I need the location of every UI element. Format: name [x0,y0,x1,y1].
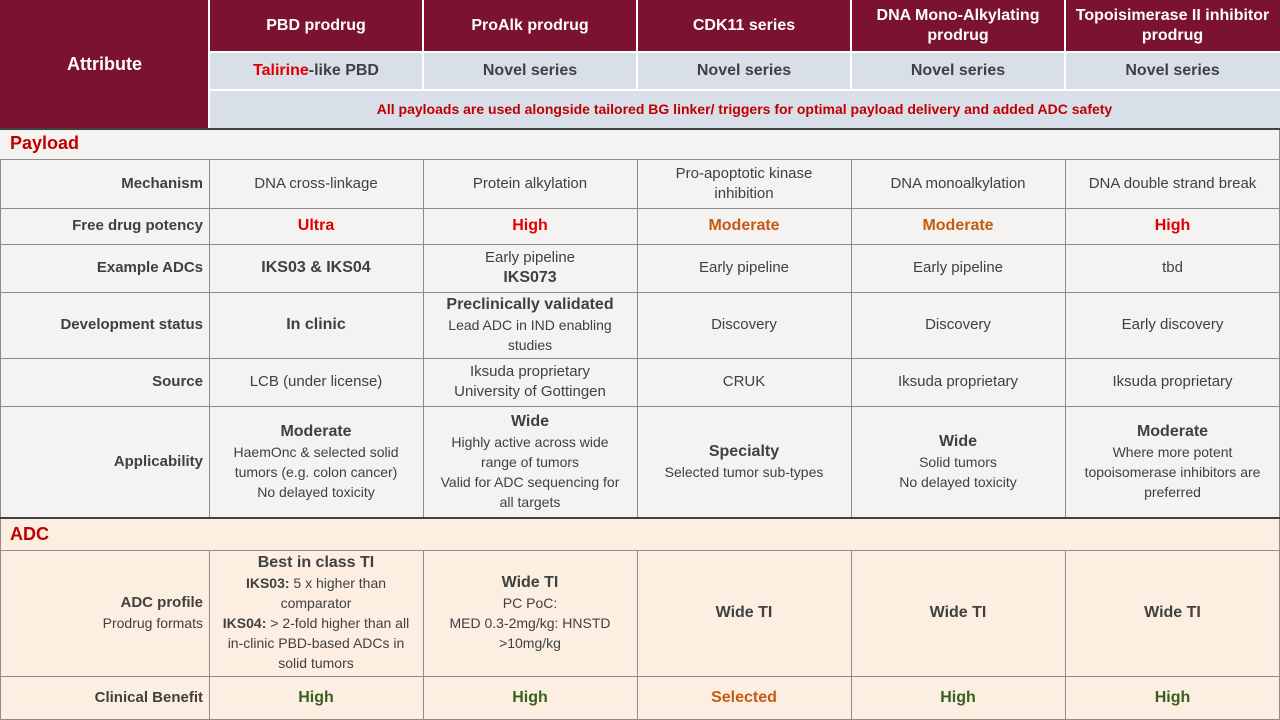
grid-line [0,159,1,720]
applicability-pbd: Moderate HaemOnc & selected solid tumors… [209,406,423,518]
development-cdk11: Discovery [637,292,851,358]
development-dna-mono: Discovery [851,292,1065,358]
development-pbd: In clinic [209,292,423,358]
section-divider [0,517,1280,519]
grid-line [0,159,1280,160]
applicability-cdk11: Specialty Selected tumor sub-types [637,406,851,518]
potency-topo: High [1065,208,1280,244]
grid-line [209,550,210,720]
row-label-potency: Free drug potency [0,208,209,244]
development-proalk: Preclinically validated Lead ADC in IND … [423,292,637,358]
mechanism-dna-mono: DNA monoalkylation [851,159,1065,208]
source-topo: Iksuda proprietary [1065,358,1280,406]
potency-proalk: High [423,208,637,244]
grid-line [851,550,852,720]
row-label-adc-profile: ADC profile Prodrug formats [0,550,209,676]
series-proalk: Novel series [423,52,637,90]
source-dna-mono: Iksuda proprietary [851,358,1065,406]
header-divider [208,0,210,128]
example-dna-mono: Early pipeline [851,244,1065,292]
clinical-cdk11: Selected [637,676,851,720]
column-header-dna-mono: DNA Mono-Alkylating prodrug [851,0,1065,52]
header-divider [422,0,424,90]
header-divider [209,51,1280,53]
mechanism-proalk: Protein alkylation [423,159,637,208]
attribute-header: Attribute [0,0,209,128]
grid-line [1065,550,1066,720]
example-cdk11: Early pipeline [637,244,851,292]
clinical-topo: High [1065,676,1280,720]
grid-line [637,550,638,720]
clinical-dna-mono: High [851,676,1065,720]
development-topo: Early discovery [1065,292,1280,358]
row-label-development: Development status [0,292,209,358]
source-pbd: LCB (under license) [209,358,423,406]
column-header-proalk: ProAlk prodrug [423,0,637,52]
series-dna-mono: Novel series [851,52,1065,90]
row-label-source: Source [0,358,209,406]
row-label-applicability: Applicability [0,406,209,518]
adc-profile-pbd: Best in class TI IKS03: 5 x higher than … [209,550,423,676]
grid-line [423,550,424,720]
linker-banner: All payloads are used alongside tailored… [209,90,1280,128]
example-topo: tbd [1065,244,1280,292]
grid-line [0,676,1280,677]
row-label-example: Example ADCs [0,244,209,292]
row-label-mechanism: Mechanism [0,159,209,208]
section-divider [0,128,1280,130]
section-adc: ADC [0,518,1280,550]
series-pbd: Talirine-like PBD [209,52,423,90]
potency-dna-mono: Moderate [851,208,1065,244]
adc-profile-cdk11: Wide TI [637,550,851,676]
grid-line [0,244,1280,245]
clinical-proalk: High [423,676,637,720]
column-header-topo: Topoisimerase II inhibitor prodrug [1065,0,1280,52]
header-divider [636,0,638,90]
grid-line [0,292,1280,293]
section-payload: Payload [0,128,1280,159]
grid-line [637,159,638,518]
column-header-cdk11: CDK11 series [637,0,851,52]
mechanism-topo: DNA double strand break [1065,159,1280,208]
adc-profile-proalk: Wide TI PC PoC: MED 0.3-2mg/kg: HNSTD >1… [423,550,637,676]
attribute-label: Attribute [67,54,142,74]
grid-line [423,159,424,518]
header-divider [850,0,852,90]
source-cdk11: CRUK [637,358,851,406]
grid-line [0,406,1280,407]
series-cdk11: Novel series [637,52,851,90]
grid-line [851,159,852,518]
series-topo: Novel series [1065,52,1280,90]
source-proalk: Iksuda proprietary University of Gotting… [423,358,637,406]
potency-cdk11: Moderate [637,208,851,244]
column-header-pbd: PBD prodrug [209,0,423,52]
example-pbd: IKS03 & IKS04 [209,244,423,292]
header-divider [1064,0,1066,90]
applicability-proalk: Wide Highly active across wide range of … [423,406,637,518]
grid-line [0,358,1280,359]
potency-pbd: Ultra [209,208,423,244]
grid-line [1065,159,1066,518]
adc-profile-topo: Wide TI [1065,550,1280,676]
applicability-dna-mono: Wide Solid tumors No delayed toxicity [851,406,1065,518]
grid-line [0,550,1280,551]
example-proalk: Early pipeline IKS073 [423,244,637,292]
mechanism-cdk11: Pro-apoptotic kinase inhibition [637,159,851,208]
grid-line [209,159,210,518]
adc-profile-dna-mono: Wide TI [851,550,1065,676]
applicability-topo: Moderate Where more potent topoisomerase… [1065,406,1280,518]
clinical-pbd: High [209,676,423,720]
row-label-clinical: Clinical Benefit [0,676,209,720]
header-divider [209,89,1280,91]
mechanism-pbd: DNA cross-linkage [209,159,423,208]
grid-line [0,208,1280,209]
